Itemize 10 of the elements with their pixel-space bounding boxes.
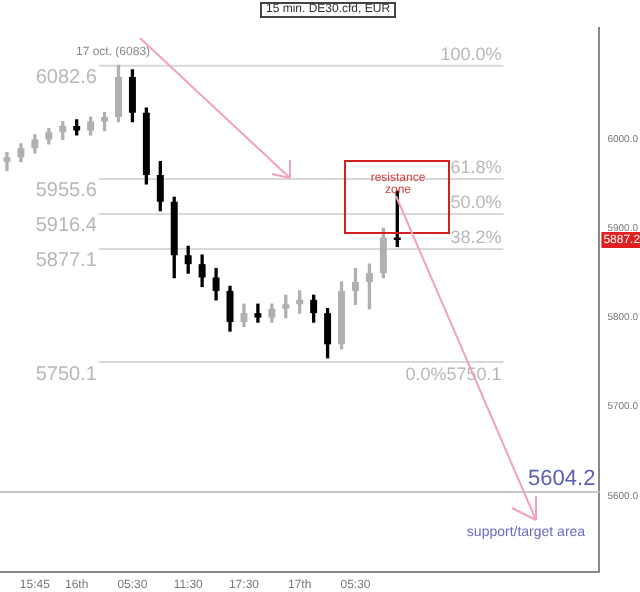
annotation: 50.0% xyxy=(450,191,502,212)
ref-line-label: 5604.2 xyxy=(528,467,596,492)
ref-line-label: 6082.6 xyxy=(35,67,98,90)
ref-line-label: 5750.1 xyxy=(35,363,98,386)
annotation: 100.0% xyxy=(440,43,502,64)
annotation: 38.2% xyxy=(450,226,502,247)
ref-line-label: 5877.1 xyxy=(35,250,98,273)
annotation: 61.8% xyxy=(450,156,502,177)
ref-line-label: 5916.4 xyxy=(35,215,98,238)
ref-line-label: 5955.6 xyxy=(35,180,98,203)
